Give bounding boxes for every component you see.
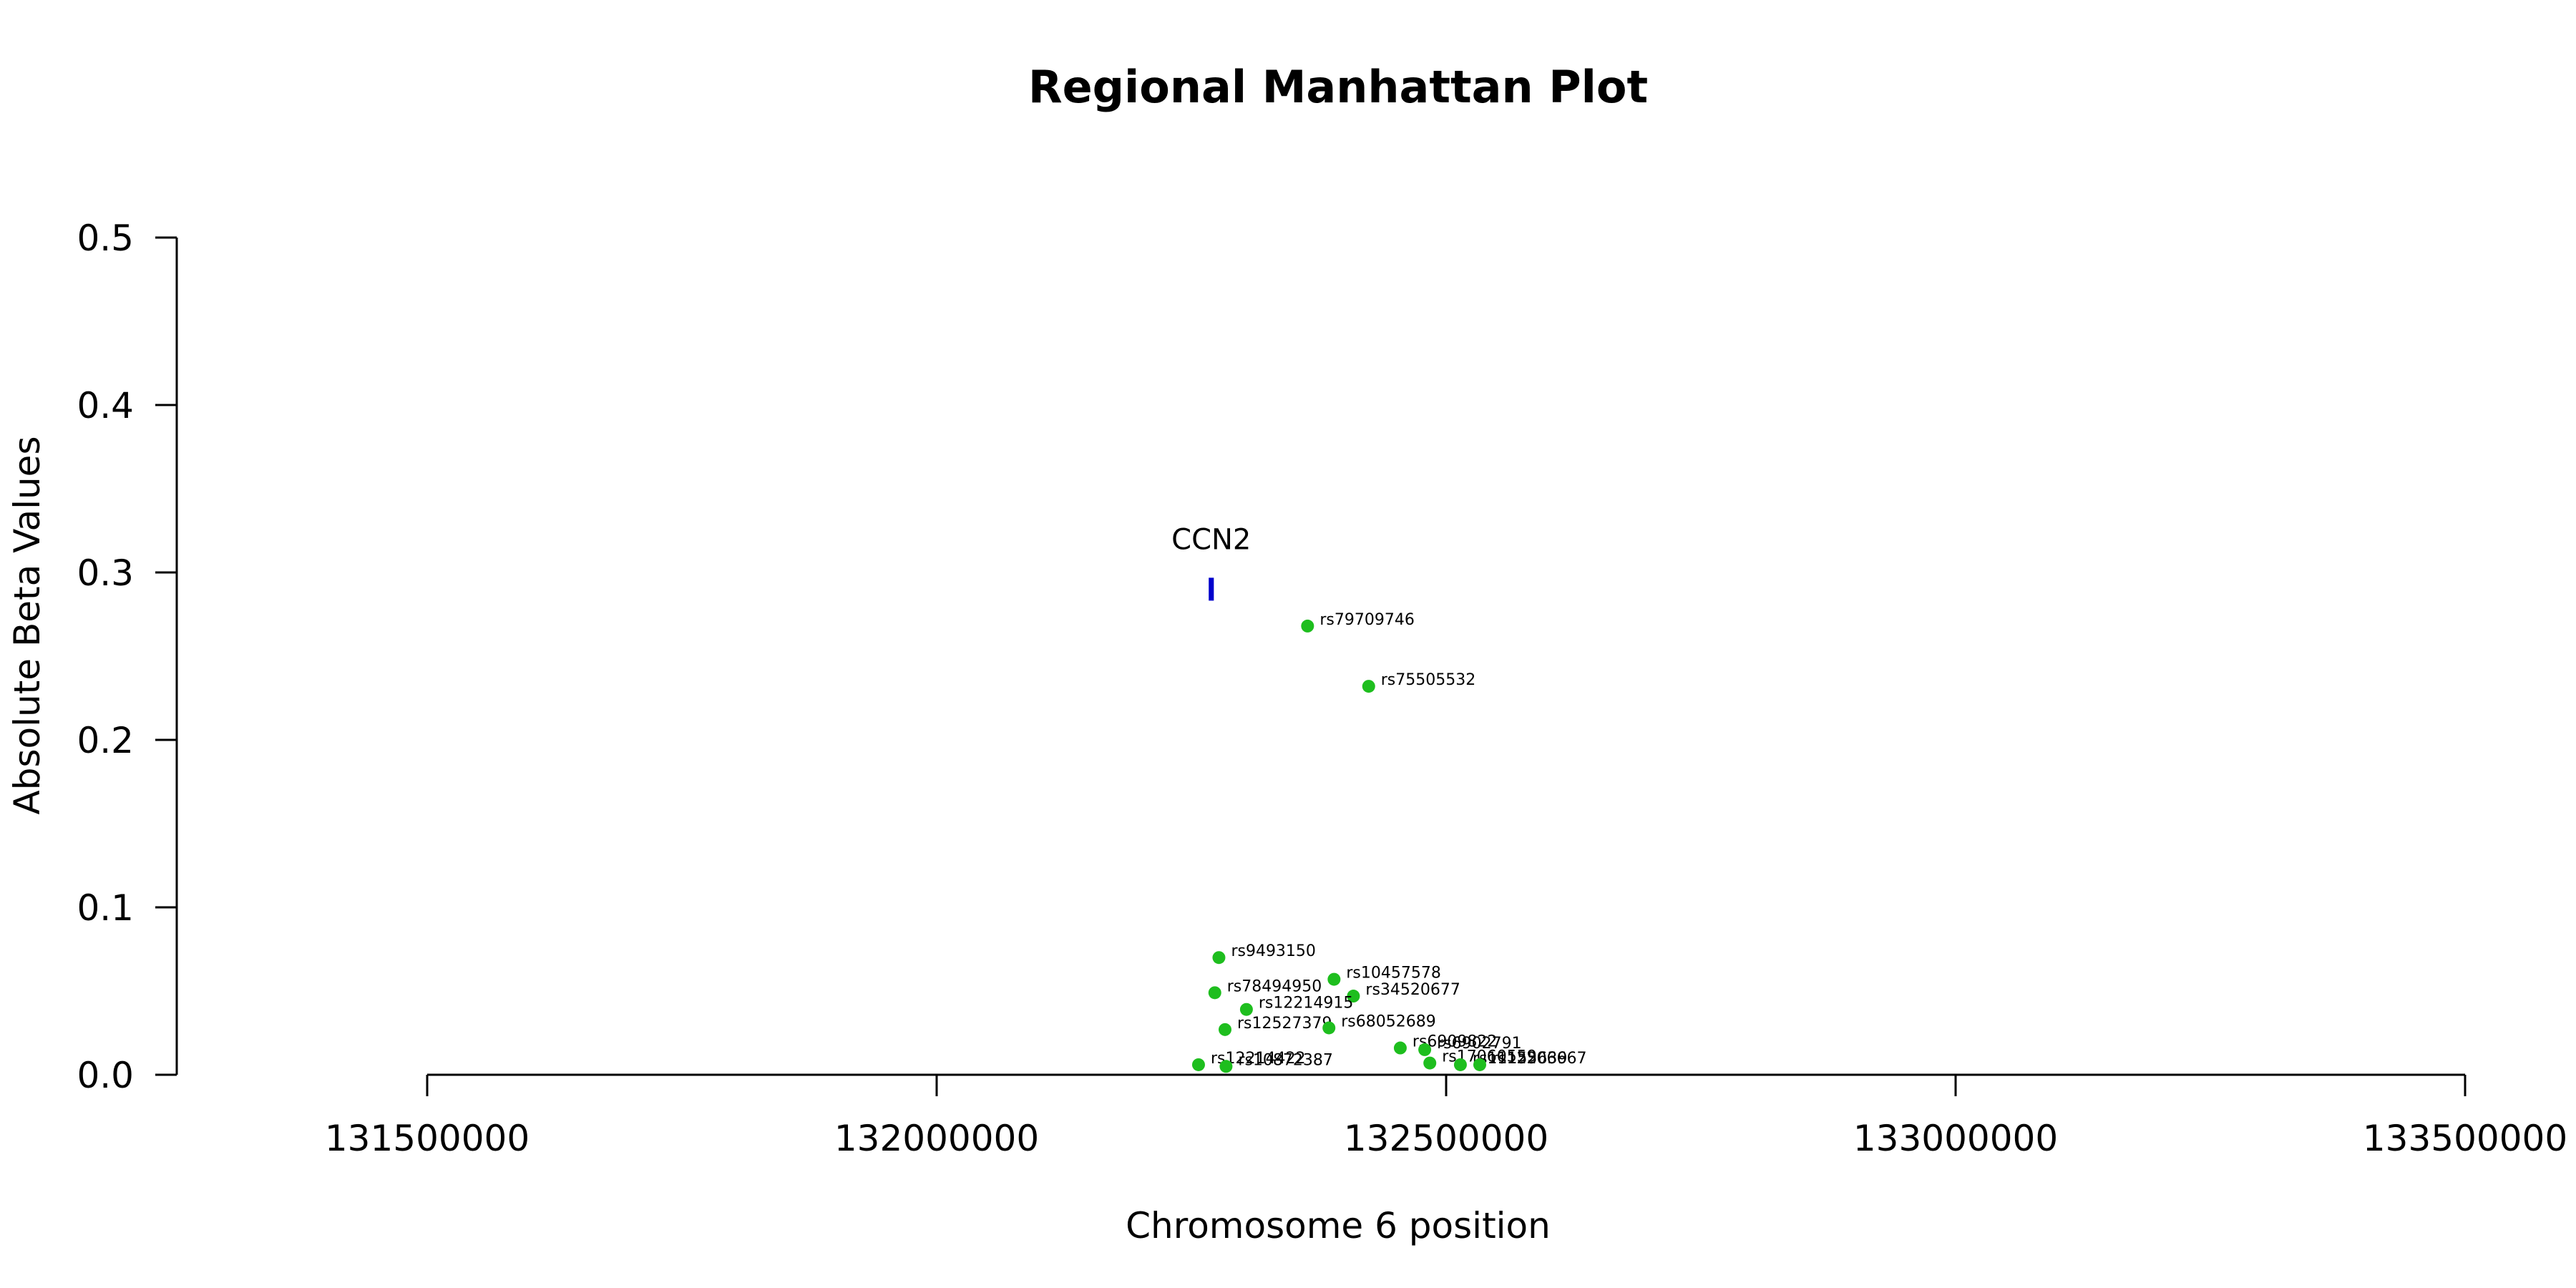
point-label: rs75505532: [1381, 671, 1475, 689]
point-label: rs12527379: [1237, 1015, 1332, 1033]
point-label: rs12206667: [1492, 1050, 1586, 1068]
point-label: rs10457578: [1346, 965, 1440, 982]
x-tick-label: 131500000: [325, 1118, 530, 1159]
point-label: rs9493150: [1231, 942, 1316, 960]
point-label: rs79709746: [1319, 611, 1414, 629]
data-point: [1362, 680, 1375, 693]
data-point: [1212, 951, 1226, 965]
point-label: rs11155639: [1473, 1050, 1567, 1068]
point-label: rs12214915: [1259, 995, 1353, 1013]
data-point: [1322, 1021, 1336, 1035]
point-label: rs68052689: [1341, 1013, 1435, 1030]
data-point: [1239, 1002, 1253, 1016]
gene-marker: [1209, 577, 1214, 601]
point-label: rs34520677: [1365, 981, 1460, 999]
gene-label: CCN2: [1171, 523, 1251, 556]
data-point: [1473, 1058, 1486, 1071]
y-tick-label: 0.0: [77, 1055, 134, 1096]
data-point: [1347, 990, 1360, 1003]
x-tick-label: 133000000: [1853, 1118, 2058, 1159]
point-label: rs10872387: [1238, 1051, 1332, 1069]
y-tick-label: 0.4: [77, 385, 134, 426]
point-label: rs78494950: [1227, 977, 1322, 995]
data-point: [1219, 1060, 1233, 1073]
data-point: [1418, 1043, 1432, 1056]
chart-title: Regional Manhattan Plot: [1028, 61, 1648, 113]
data-point: [1218, 1023, 1231, 1036]
x-tick-label: 132000000: [834, 1118, 1039, 1159]
x-tick-label: 132500000: [1344, 1118, 1548, 1159]
x-tick-label: 133500000: [2363, 1118, 2567, 1159]
y-axis-label: Absolute Beta Values: [6, 436, 48, 815]
chart-marks: CCN2 rs79709746 rs75505532 rs9493150 rs10457…: [1171, 523, 1586, 1073]
data-point: [1301, 619, 1314, 633]
data-point: [1191, 1058, 1205, 1071]
data-point: [1393, 1041, 1407, 1055]
data-point: [1453, 1058, 1467, 1071]
x-axis-label: Chromosome 6 position: [1126, 1205, 1551, 1246]
data-point: [1327, 972, 1341, 986]
y-tick-label: 0.3: [77, 552, 134, 594]
y-tick-label: 0.1: [77, 887, 134, 929]
y-tick-label: 0.5: [77, 218, 134, 259]
data-point: [1208, 986, 1221, 1000]
point-label: rs6902791: [1437, 1035, 1522, 1053]
y-tick-label: 0.2: [77, 720, 134, 761]
data-point: [1423, 1056, 1437, 1070]
axes: 131500000 132000000 132500000 133000000 1335…: [77, 218, 2567, 1159]
